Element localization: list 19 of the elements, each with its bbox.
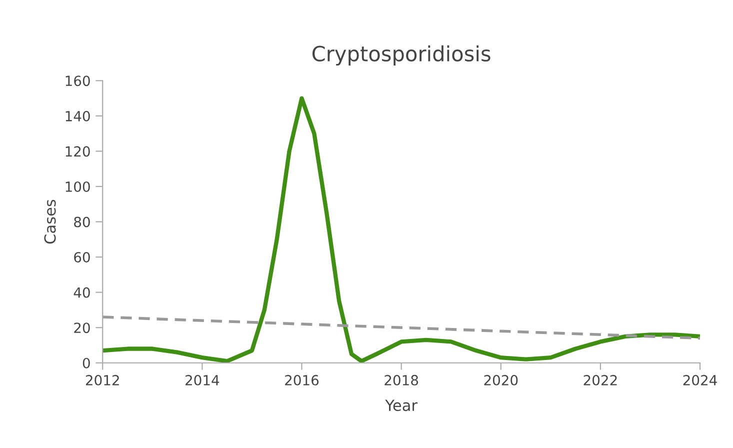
x-tick-label: 2020	[484, 374, 518, 386]
x-tick-label: 2014	[186, 374, 220, 386]
x-tick-label: 2024	[683, 374, 717, 386]
x-axis-title: Year	[385, 400, 418, 412]
x-tick-label: 2022	[584, 374, 617, 386]
y-tick-label: 140	[66, 110, 90, 122]
y-tick-label: 60	[74, 252, 90, 263]
y-axis-title: Cases	[44, 200, 56, 244]
y-tick-label: 120	[66, 146, 90, 157]
x-tick-label: 2012	[86, 374, 119, 386]
y-tick-label: 100	[66, 181, 90, 192]
x-tick-label: 2016	[285, 374, 319, 386]
chart-title: Cryptosporidiosis	[312, 45, 490, 66]
x-tick-label: 2018	[384, 374, 418, 386]
y-tick-label: 80	[74, 216, 90, 228]
y-tick-label: 0	[82, 358, 90, 368]
y-tick-label: 160	[66, 76, 90, 86]
y-tick-label: 20	[74, 322, 90, 334]
y-tick-label: 40	[74, 287, 90, 298]
